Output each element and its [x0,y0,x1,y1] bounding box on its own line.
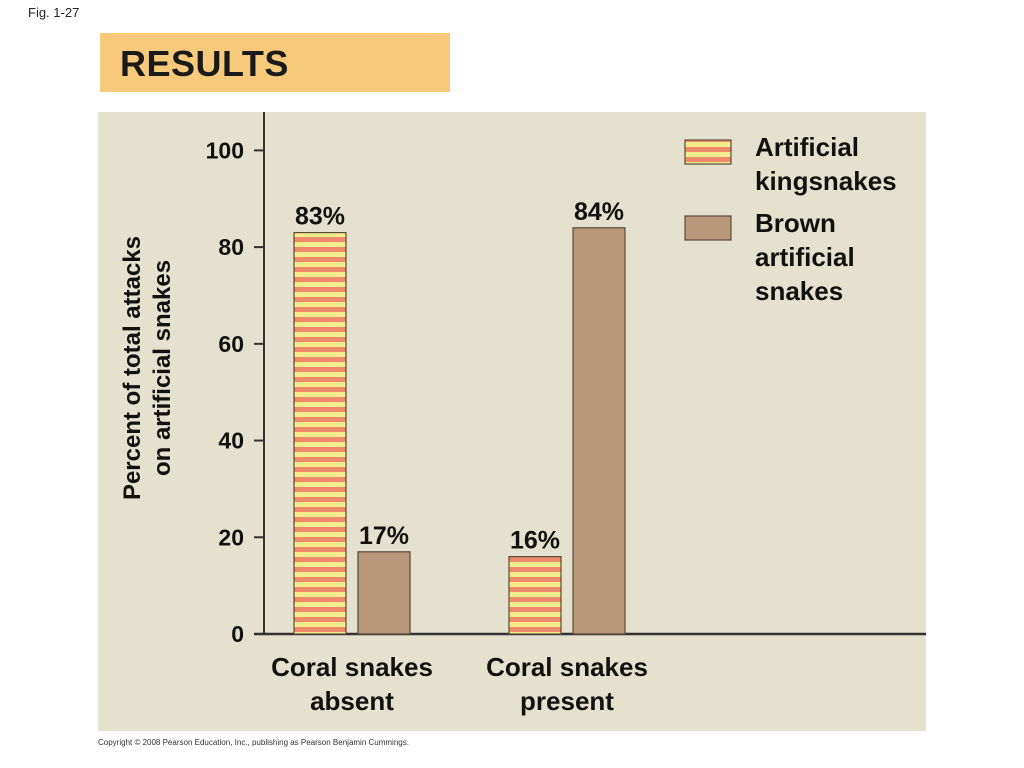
legend: Artificial kingsnakes Brown artificial snake… [684,132,897,306]
y-tick-label: 60 [218,331,244,357]
legend-label: Brown [755,208,836,238]
legend-label: kingsnakes [755,166,897,196]
y-tick-label: 40 [218,428,244,454]
legend-label: snakes [755,276,843,306]
bar-chart: 0 20 40 60 80 100 Percent of total attacks on a… [119,112,926,716]
legend-swatch [684,215,732,241]
category-label: Coral snakes [486,652,648,682]
copyright-notice: Copyright © 2008 Pearson Education, Inc.… [98,738,409,747]
category-label: absent [310,686,394,716]
y-axis-title-line: Percent of total attacks [119,236,146,500]
data-label: 83% [295,203,345,231]
data-label: 17% [359,522,409,550]
bar-kingsnake-absent [293,232,347,635]
bars [293,227,626,635]
labels: 0 20 40 60 80 100 Percent of total attacks on a… [119,137,648,716]
y-axis-title: Percent of total attacks on artificial sn… [119,236,176,500]
data-label: 84% [574,198,624,226]
results-banner: RESULTS [100,33,450,92]
y-tick-label: 100 [206,137,244,163]
y-tick-label: 80 [218,234,244,260]
bar-kingsnake-present [508,556,562,635]
legend-label: artificial [755,242,855,272]
legend-swatch [684,139,732,165]
y-tick-label: 0 [231,621,244,647]
figure-label: Fig. 1-27 [28,5,80,20]
data-label: 16% [510,527,560,555]
chart-panel: 0 20 40 60 80 100 Percent of total attacks on a… [98,112,926,731]
bar-brown-present [572,227,626,635]
legend-label: Artificial [755,132,859,162]
category-label: present [520,686,614,716]
y-axis-title-line: on artificial snakes [149,260,176,476]
results-title: RESULTS [120,43,289,84]
bar-brown-absent [357,551,411,635]
y-tick-label: 20 [218,524,244,550]
category-label: Coral snakes [271,652,433,682]
